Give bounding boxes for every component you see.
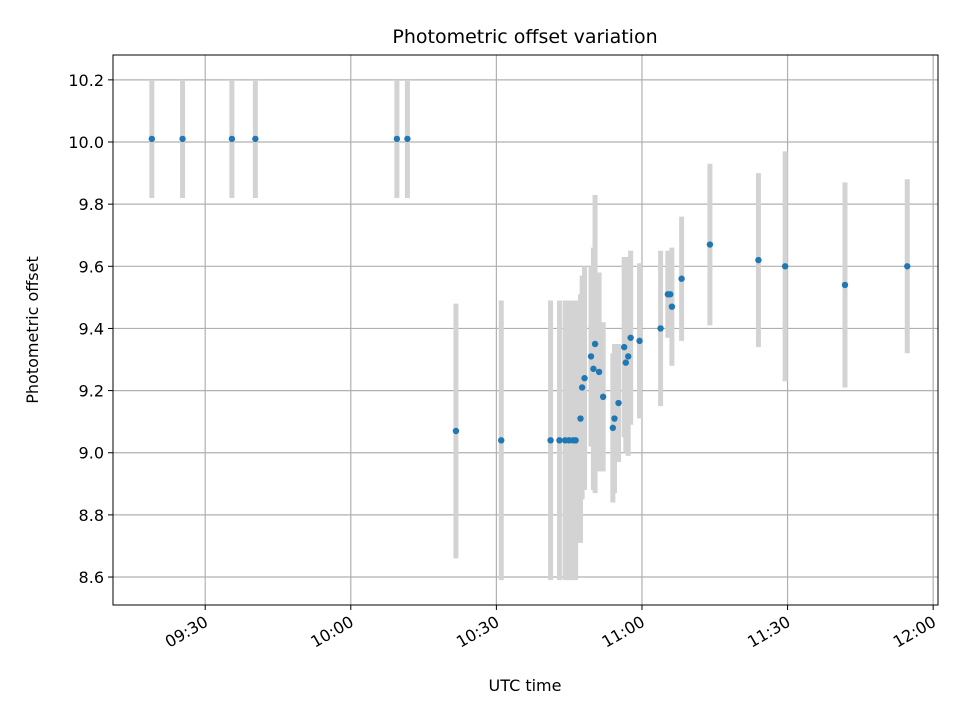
data-point [498, 437, 505, 444]
y-tick-label: 9.0 [79, 444, 104, 463]
data-point [547, 437, 554, 444]
data-point [228, 135, 236, 143]
data-point [452, 427, 460, 435]
data-point [572, 437, 579, 444]
data-point [627, 334, 634, 341]
data-point [591, 340, 599, 348]
data-point [678, 275, 685, 282]
data-point [578, 384, 586, 391]
data-point [577, 415, 584, 422]
data-point [393, 135, 401, 143]
plot-frame [112, 54, 939, 606]
data-point [667, 291, 674, 298]
data-point [755, 256, 762, 264]
data-point [841, 281, 849, 289]
data-point [668, 303, 676, 310]
y-tick-label: 10.2 [68, 71, 104, 90]
data-point [657, 325, 664, 332]
data-point [556, 437, 563, 444]
y-tick-label: 9.2 [79, 382, 104, 401]
data-point [622, 359, 629, 366]
y-axis-ticks: 8.6 8.8 9.0 9.2 9.4 9.6 9.8 10.0 10.2 [68, 71, 113, 587]
y-tick-label: 8.6 [79, 568, 104, 587]
data-point [590, 365, 597, 373]
data-point [625, 353, 632, 360]
data-point [609, 424, 617, 432]
data-point [904, 263, 911, 270]
data-point [615, 399, 622, 407]
y-tick-label: 9.6 [79, 257, 104, 276]
data-point [179, 135, 186, 143]
data-point [620, 343, 628, 351]
chart-title: Photometric offset variation [392, 26, 657, 48]
data-point [595, 368, 603, 376]
data-points [148, 135, 911, 444]
data-point [148, 135, 156, 143]
y-axis-label: Photometric offset [23, 256, 42, 404]
data-point [781, 263, 789, 270]
data-point [581, 374, 588, 382]
data-point [587, 353, 595, 360]
y-tick-label: 9.8 [79, 195, 104, 214]
data-point [599, 393, 607, 401]
data-point [611, 415, 618, 422]
data-point [636, 337, 643, 345]
y-tick-label: 10.0 [68, 133, 104, 152]
x-axis-label: UTC time [489, 676, 562, 695]
data-point [706, 241, 714, 248]
y-tick-label: 9.4 [79, 319, 104, 338]
y-tick-label: 8.8 [79, 506, 104, 525]
data-point [252, 135, 259, 143]
data-point [404, 135, 411, 143]
